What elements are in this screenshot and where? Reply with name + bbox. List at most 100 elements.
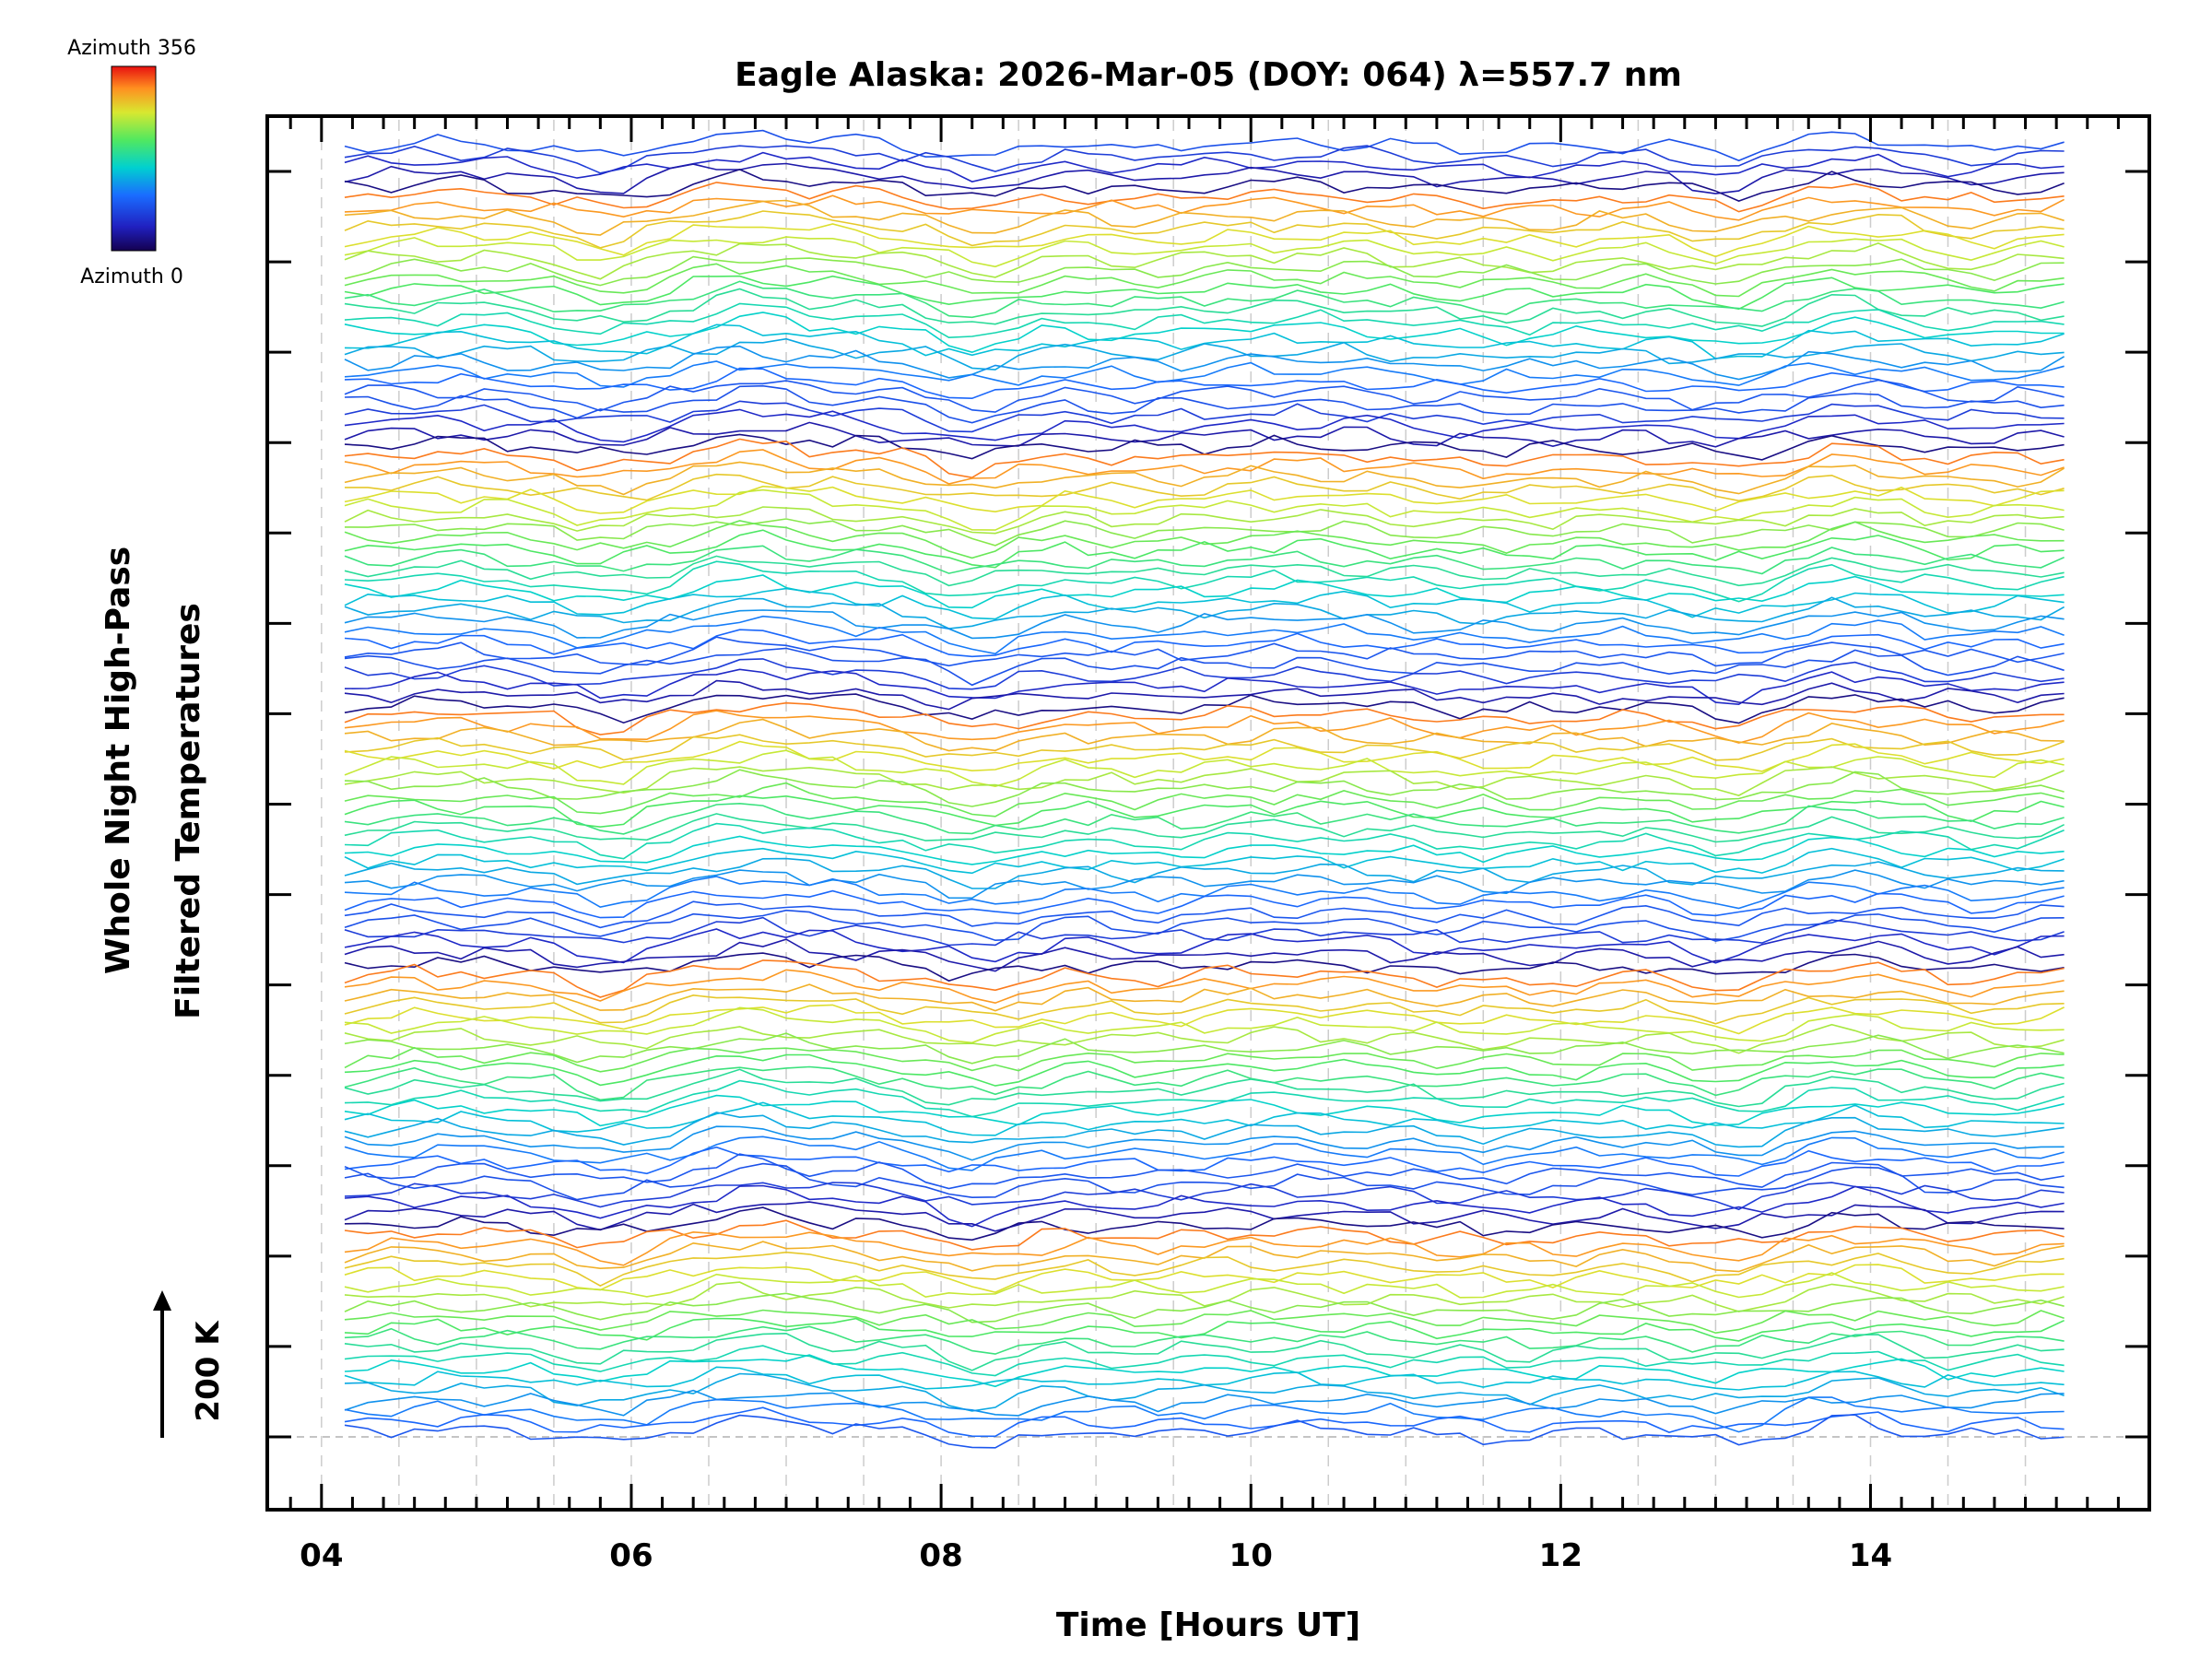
series-line bbox=[344, 337, 2065, 371]
series-line bbox=[344, 506, 2065, 535]
series-line bbox=[344, 1053, 2065, 1087]
series-line bbox=[344, 749, 2065, 788]
colorbar-max-label: Azimuth 356 bbox=[67, 37, 196, 60]
series-group bbox=[344, 129, 2065, 1449]
series-line bbox=[344, 438, 2065, 479]
series-line bbox=[344, 1125, 2065, 1161]
series-line bbox=[344, 529, 2065, 569]
axis-ticks bbox=[267, 116, 2149, 1510]
series-line bbox=[344, 400, 2065, 433]
series-line bbox=[344, 1004, 2065, 1035]
series-line bbox=[344, 1251, 2065, 1288]
series-line bbox=[344, 647, 2065, 687]
x-tick-labels: 04 06 08 10 12 14 bbox=[300, 1537, 1892, 1574]
x-axis-label: Time [Hours UT] bbox=[1056, 1606, 1360, 1644]
series-line bbox=[344, 847, 2065, 875]
series-line bbox=[344, 1006, 2065, 1044]
series-line bbox=[344, 129, 2065, 162]
series-line bbox=[344, 1135, 2065, 1171]
series-line bbox=[344, 1354, 2065, 1388]
series-line bbox=[344, 421, 2065, 448]
series-line bbox=[344, 280, 2065, 319]
plot-frame bbox=[265, 114, 2151, 1512]
series-line bbox=[344, 1219, 2065, 1251]
series-line bbox=[344, 952, 2065, 982]
series-line bbox=[344, 710, 2065, 744]
colorbar-min-label: Azimuth 0 bbox=[80, 265, 183, 288]
x-tick-label: 08 bbox=[919, 1537, 962, 1574]
y-axis-label-line2: Filtered Temperatures bbox=[170, 603, 207, 1019]
series-line bbox=[344, 1182, 2065, 1211]
series-line bbox=[344, 909, 2065, 942]
series-line bbox=[344, 210, 2065, 249]
series-line bbox=[344, 545, 2065, 575]
scale-bar-arrowhead-icon bbox=[153, 1290, 171, 1311]
series-line bbox=[344, 679, 2065, 711]
series-line bbox=[344, 1023, 2065, 1054]
series-line bbox=[344, 928, 2065, 964]
series-line bbox=[344, 194, 2065, 221]
series-line bbox=[344, 1345, 2065, 1377]
series-line bbox=[344, 449, 2065, 485]
series-line bbox=[344, 1309, 2065, 1335]
series-line bbox=[344, 900, 2065, 929]
series-line bbox=[344, 1206, 2065, 1241]
series-line bbox=[344, 1032, 2065, 1065]
series-line bbox=[344, 609, 2065, 640]
series-line bbox=[344, 182, 2065, 213]
series-line bbox=[344, 668, 2065, 706]
series-line bbox=[344, 983, 2065, 1012]
series-line bbox=[344, 1112, 2065, 1148]
series-line bbox=[344, 312, 2065, 354]
x-tick-label: 04 bbox=[300, 1537, 343, 1574]
series-line bbox=[344, 560, 2065, 603]
series-line bbox=[344, 869, 2065, 900]
series-line bbox=[344, 288, 2065, 327]
series-line bbox=[344, 199, 2065, 236]
series-line bbox=[344, 1406, 2065, 1438]
series-line bbox=[344, 1046, 2065, 1073]
series-line bbox=[344, 1201, 2065, 1232]
colorbar: Azimuth 356 Azimuth 0 bbox=[67, 37, 196, 288]
series-line bbox=[344, 263, 2065, 298]
chart-title: Eagle Alaska: 2026-Mar-05 (DOY: 064) λ=5… bbox=[735, 56, 1682, 94]
series-line bbox=[344, 1079, 2065, 1118]
series-line bbox=[344, 151, 2065, 182]
series-line bbox=[344, 1101, 2065, 1136]
series-line bbox=[344, 718, 2065, 752]
series-line bbox=[344, 782, 2065, 818]
series-line bbox=[344, 1264, 2065, 1293]
series-line bbox=[344, 1153, 2065, 1190]
series-line bbox=[344, 615, 2065, 655]
series-line bbox=[344, 1414, 2065, 1449]
series-line bbox=[344, 959, 2065, 998]
series-line bbox=[344, 587, 2065, 620]
series-line bbox=[344, 822, 2065, 860]
series-line bbox=[344, 1094, 2065, 1127]
series-line bbox=[344, 169, 2065, 202]
series-line bbox=[344, 1241, 2065, 1273]
series-line bbox=[344, 813, 2065, 843]
series-line bbox=[344, 1292, 2065, 1324]
x-tick-label: 10 bbox=[1230, 1537, 1273, 1574]
scale-bar: 200 K bbox=[153, 1290, 227, 1438]
series-line bbox=[344, 701, 2065, 735]
series-line bbox=[344, 520, 2065, 559]
y-axis-label-line1: Whole Night High-Pass bbox=[100, 547, 137, 974]
series-line bbox=[344, 1372, 2065, 1412]
series-line bbox=[344, 1146, 2065, 1177]
series-line bbox=[344, 596, 2065, 629]
series-line bbox=[344, 1068, 2065, 1108]
colorbar-gradient bbox=[111, 65, 157, 252]
series-line bbox=[344, 1184, 2065, 1228]
series-line bbox=[344, 145, 2065, 174]
series-line bbox=[344, 408, 2065, 443]
series-line bbox=[344, 857, 2065, 889]
series-line bbox=[344, 1065, 2065, 1101]
series-line bbox=[344, 889, 2065, 919]
series-line bbox=[344, 835, 2065, 865]
series-line bbox=[344, 1396, 2065, 1433]
series-line bbox=[344, 518, 2065, 547]
series-line bbox=[344, 1325, 2065, 1355]
